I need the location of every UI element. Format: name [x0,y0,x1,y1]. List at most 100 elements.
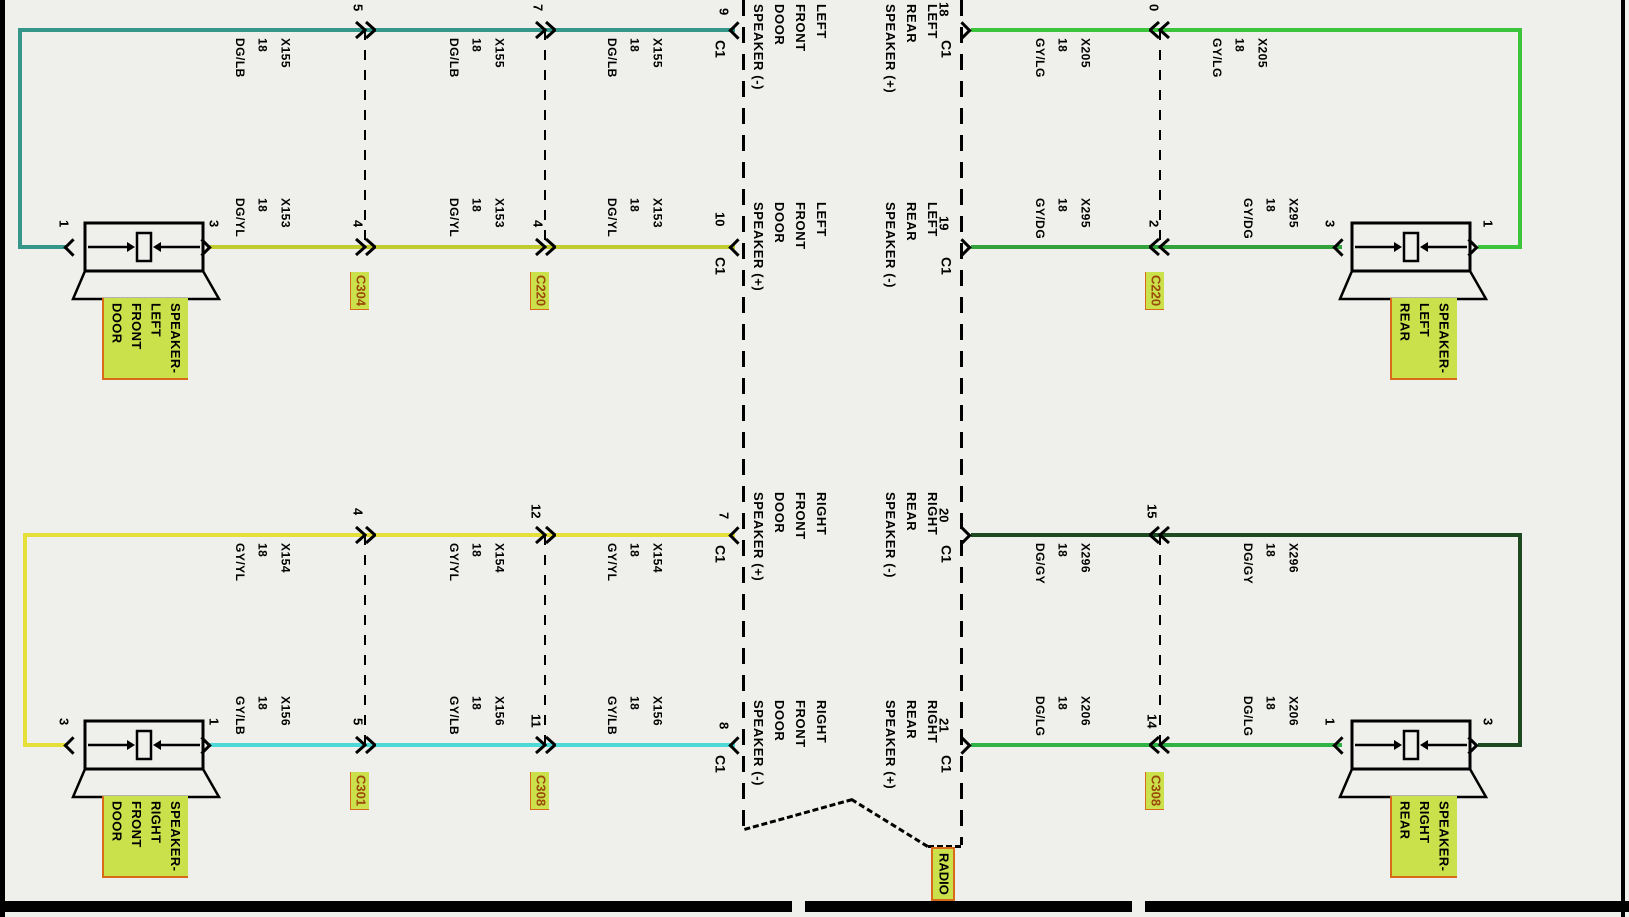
speaker-label-left-front-door: SPEAKER- LEFT FRONT DOOR [102,298,188,381]
inline-connector-icon [535,525,556,545]
wire-rr-neg [1478,743,1522,747]
c1-pin-number: 7 [716,512,732,520]
connector-c220-dashed-line [544,30,546,247]
inline-connector-icon [355,525,376,545]
wire-rf-neg [207,743,735,747]
pin-number: 0 [1146,4,1162,12]
inline-connector-icon [1149,237,1170,257]
radio-label: RADIO [931,847,956,901]
bottom-border-gap [1132,901,1145,912]
speaker-pin-number: 3 [1322,220,1338,228]
speaker-label-right-front-door: SPEAKER- RIGHT FRONT DOOR [102,796,188,879]
pin-fork-icon [953,21,972,40]
c1-connector-label: C1 [938,755,955,773]
wire-rf-pos [25,743,66,747]
c1-connector-label: C1 [938,257,955,275]
inline-connector-icon [1149,20,1170,40]
connector-c308-dashed-line [1159,535,1161,745]
wire-label: X156 18 GY/LB [604,696,665,736]
pin-number: 4 [350,508,366,516]
c1-pin-number: 21 [936,718,952,733]
inline-connector-icon [355,20,376,40]
speaker-symbol-left-rear [1338,221,1488,301]
c1-connector-label: C1 [938,545,955,563]
wire-label: X153 18 DG/YL [232,198,293,238]
wire-lf-neg [18,28,22,249]
radio-c1-right-dashed-line [960,0,963,845]
speaker-label-left-rear: SPEAKER- LEFT REAR [1390,298,1457,381]
wire-label: X156 18 GY/LB [232,696,293,736]
pin-number: 11 [528,714,544,728]
bottom-border-gap [792,901,805,912]
wire-label: X296 18 DG/GY [1240,543,1301,585]
c1-pin-number: 9 [716,8,732,16]
radio-outline-zigzag [744,798,853,831]
wire-label: X296 18 DG/GY [1032,543,1093,585]
inline-connector-icon [355,735,376,755]
pin-number: 5 [350,718,366,726]
wire-rf-pos [25,533,735,537]
wire-label: X153 18 DG/YL [604,198,665,238]
wire-lf-pos [207,245,735,249]
wire-label: X155 18 DG/LB [446,38,507,78]
connector-c301-dashed-line [364,535,366,745]
c1-pin-number: 20 [936,508,952,523]
circuit-description: LEFT REAR SPEAKER (-) [883,202,941,289]
speaker-pin-number: 3 [56,718,72,726]
wire-lr-pos [971,28,1522,32]
inline-connector-icon [355,237,376,257]
circuit-description: RIGHT FRONT DOOR SPEAKER (+) [751,492,830,582]
wire-lr-neg [971,245,1342,249]
wire-label: X154 18 GY/YL [232,543,293,582]
wire-rf-pos [23,533,27,747]
pin-number: 5 [350,4,366,12]
c1-pin-number: 8 [716,722,732,730]
pin-fork-icon [953,736,972,755]
wire-label: X155 18 DG/LB [232,38,293,78]
c1-connector-label: C1 [712,257,729,275]
speaker-pin-number: 1 [206,718,222,726]
pin-number: 12 [528,504,544,519]
wire-label: X206 18 DG/LG [1032,696,1093,737]
c1-connector-label: C1 [712,40,729,58]
page-left-border [0,0,5,917]
pin-number: 4 [350,220,366,228]
speaker-pin-number: 1 [1322,718,1338,726]
speaker-pin-number: 1 [1480,220,1496,228]
circuit-description: LEFT REAR SPEAKER (+) [883,4,941,94]
connector-label-c308: C308 [530,772,550,811]
connector-label-c220: C220 [1145,272,1165,311]
pin-number: 2 [1146,220,1162,228]
wire-label: X205 18 GY/LG [1032,38,1093,78]
wire-label: X295 18 GY/DG [1032,198,1093,240]
wire-lf-neg [20,245,66,249]
circuit-description: RIGHT REAR SPEAKER (-) [883,492,941,579]
inline-connector-icon [1149,735,1170,755]
wire-lf-neg [20,28,735,32]
pin-number: 4 [530,220,546,228]
connector-c304-dashed-line [364,30,366,247]
inline-connector-icon [1149,525,1170,545]
pin-number: 14 [1144,714,1160,729]
connector-label-c308: C308 [1145,772,1165,811]
speaker-pin-number: 3 [206,220,222,228]
inline-connector-icon [535,237,556,257]
wire-lr-pos [1478,245,1522,249]
speaker-symbol-right-front [71,719,221,799]
wire-label: X153 18 DG/YL [446,198,507,238]
speaker-symbol-left-front [71,221,221,301]
pin-number: 7 [530,4,546,12]
speaker-pin-number: 3 [1480,718,1496,726]
connector-label-c301: C301 [350,772,370,811]
speaker-symbol-right-rear [1338,719,1488,799]
inline-connector-icon [535,20,556,40]
wire-rr-neg [1518,533,1522,747]
c1-pin-number: 18 [936,2,952,17]
c1-connector-label: C1 [938,40,955,58]
circuit-description: RIGHT FRONT DOOR SPEAKER (-) [751,700,830,787]
radio-c1-left-dashed-line [742,0,745,828]
wire-rr-pos [971,743,1342,747]
wire-label: X154 18 GY/YL [604,543,665,582]
page-bottom-border [0,901,1629,912]
